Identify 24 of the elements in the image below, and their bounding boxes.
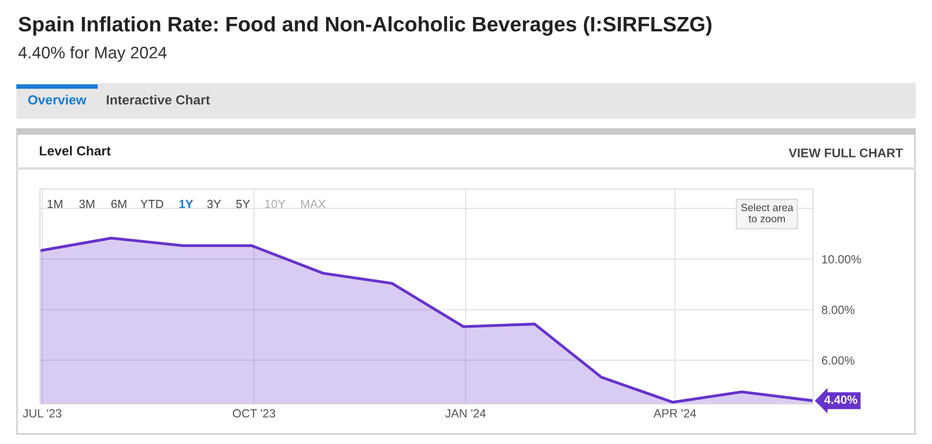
annotation: 1M xyxy=(48,200,62,208)
annotation: 6M xyxy=(111,200,126,208)
x-tick-label: JUL '23 xyxy=(22,409,62,418)
y-tick-label: 6.00% xyxy=(822,356,854,365)
annotation: 4.40% xyxy=(824,396,858,404)
text: VIEW FULL CHART xyxy=(788,148,903,158)
annotation: MAX xyxy=(301,200,326,208)
chart-subtitle: 4.40% for May 2024 xyxy=(18,46,167,62)
annotation: 10Y xyxy=(265,200,286,208)
text: Overview xyxy=(28,94,86,105)
chart-title: Spain Inflation Rate: Food and Non-Alcoholic Beverages (I:SIRFLSZG) xyxy=(18,16,712,36)
text: Level Chart xyxy=(40,146,111,156)
text: Interactive Chart xyxy=(106,94,210,105)
annotation: YTD xyxy=(140,200,164,208)
annotation: 5Y xyxy=(236,200,250,208)
x-tick-label: APR '24 xyxy=(654,409,696,418)
annotation: 1Y xyxy=(180,200,194,208)
y-tick-label: 8.00% xyxy=(822,306,854,314)
x-tick-label: JAN '24 xyxy=(445,409,486,418)
x-tick-label: OCT '23 xyxy=(232,409,276,418)
annotation: Select area to zoom xyxy=(741,204,794,222)
annotation: 3M xyxy=(79,200,94,208)
y-tick-label: 10.00% xyxy=(822,255,861,264)
annotation: 3Y xyxy=(207,200,221,208)
